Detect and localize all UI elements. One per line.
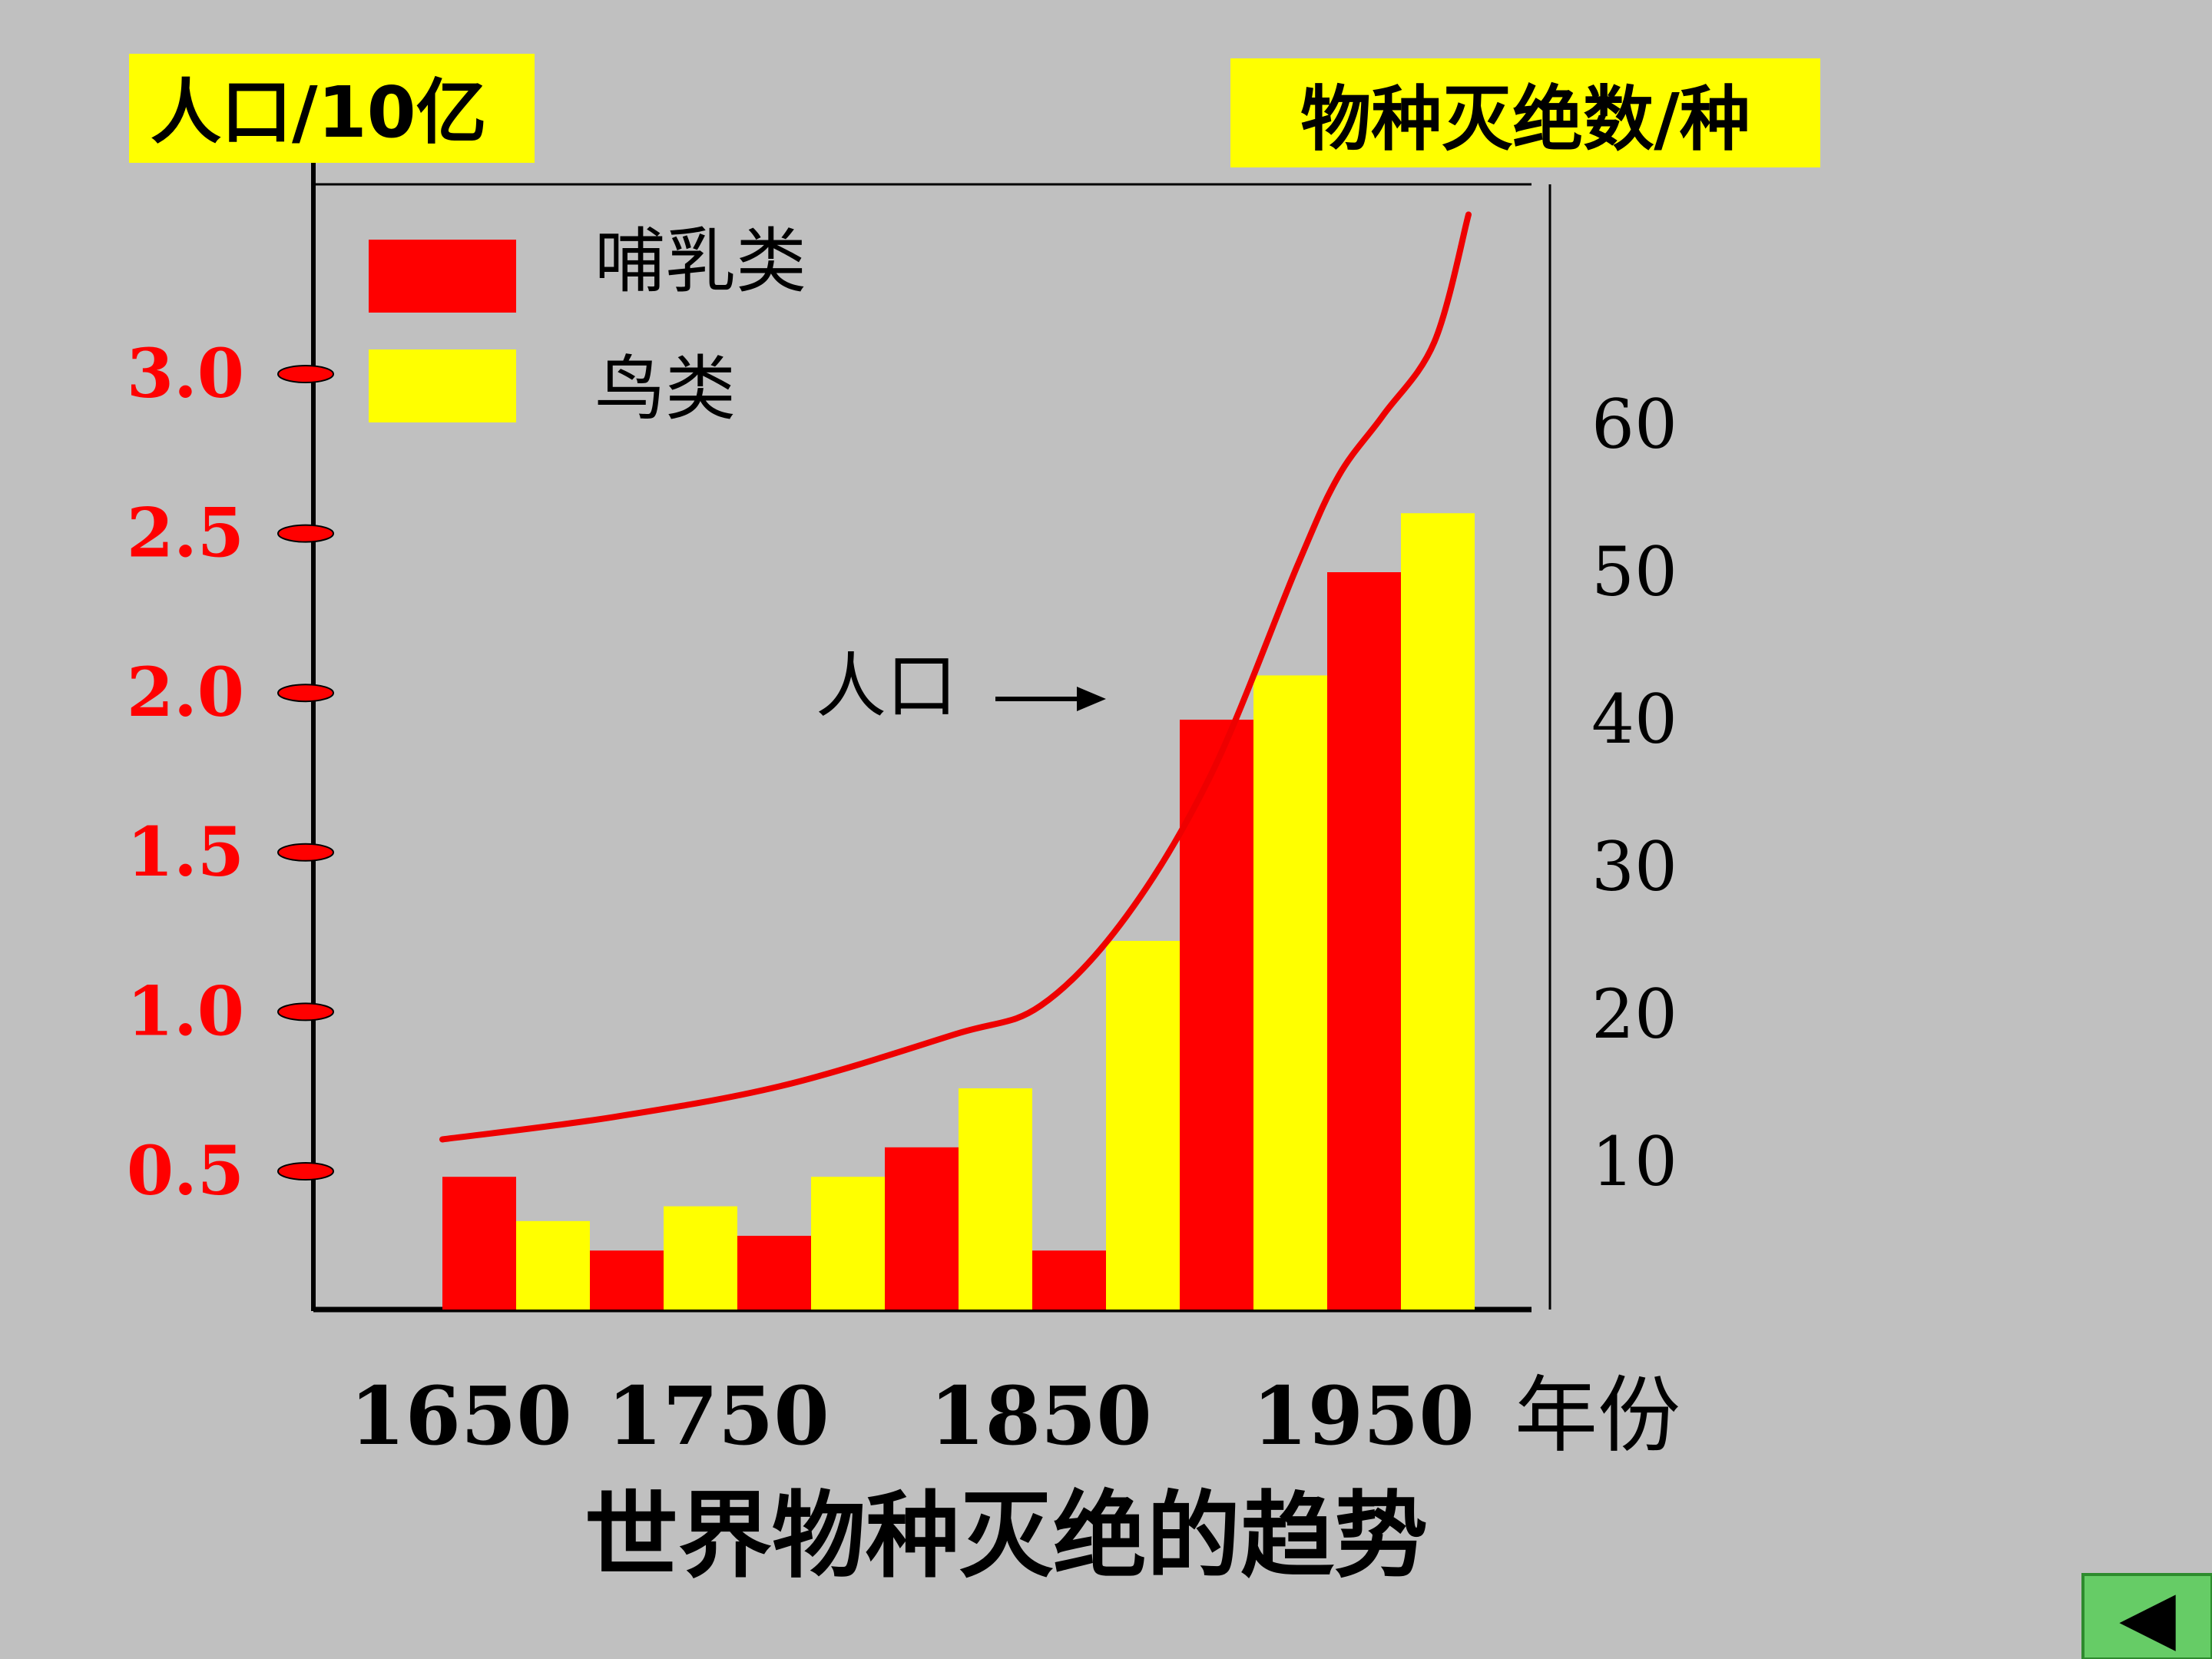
bars-group — [442, 513, 1475, 1310]
left-tick-mark-1.5 — [277, 843, 334, 862]
annotation-arrow-head — [1077, 687, 1106, 711]
left-tick-label-1.5: 1.5 — [127, 812, 244, 892]
x-tick-label-1950: 1950 — [1252, 1369, 1474, 1463]
back-button[interactable]: ◀ — [2081, 1573, 2212, 1659]
chart-title: 世界物种灭绝的趋势 — [584, 1482, 1428, 1591]
left-ticks-group: 0.5 1.0 1.5 2.0 2.5 3.0 — [127, 333, 334, 1210]
left-tick-label-2.5: 2.5 — [127, 493, 244, 573]
back-arrow-icon: ◀ — [2119, 1574, 2176, 1659]
right-tick-label-40: 40 — [1591, 680, 1677, 759]
bar-mammals-1800-1850 — [885, 1147, 959, 1310]
x-tick-label-1750: 1750 — [607, 1369, 829, 1463]
annotation-arrow — [995, 687, 1106, 711]
bar-mammals-1750-1800 — [737, 1236, 811, 1310]
x-tick-label-1650: 1650 — [349, 1369, 571, 1463]
x-ticks-group: 1650 1750 1850 1950 — [349, 1369, 1474, 1463]
bar-mammals-1950-2000 — [1327, 572, 1401, 1310]
left-tick-label-2.0: 2.0 — [127, 652, 244, 732]
x-axis-label: 年份 — [1515, 1368, 1681, 1464]
population-annotation: 人口 — [816, 645, 957, 727]
bar-birds-1750-1800 — [811, 1177, 885, 1310]
right-tick-label-50: 50 — [1591, 532, 1677, 611]
right-tick-label-10: 10 — [1591, 1122, 1677, 1201]
left-tick-label-1.0: 1.0 — [127, 971, 244, 1051]
bar-birds-1850-1900 — [1106, 941, 1180, 1310]
back-button-box[interactable] — [2081, 1573, 2212, 1659]
left-tick-mark-2.5 — [277, 524, 334, 543]
legend-label-birds: 鸟类 — [594, 348, 736, 430]
left-tick-label-3.0: 3.0 — [127, 333, 244, 413]
population-curve — [439, 211, 1472, 1143]
population-curve-group — [439, 211, 1472, 1143]
left-tick-mark-0.5 — [277, 1162, 334, 1181]
legend-swatch-birds — [369, 349, 516, 422]
left-tick-mark-1.0 — [277, 1002, 334, 1022]
left-axis-label: 人口/10亿 — [151, 71, 487, 154]
left-tick-mark-3.0 — [277, 365, 334, 383]
bar-birds-1950-2000 — [1401, 513, 1475, 1310]
right-tick-label-60: 60 — [1591, 385, 1677, 464]
left-tick-mark-2.0 — [277, 684, 334, 703]
bar-birds-1800-1850 — [959, 1088, 1032, 1310]
x-tick-label-1850: 1850 — [929, 1369, 1151, 1463]
left-axis-label-box — [129, 54, 535, 163]
bar-mammals-1650-1700 — [442, 1177, 516, 1310]
right-axis-label: 物种灭绝数/种 — [1300, 78, 1750, 161]
bar-birds-1900-1950 — [1253, 675, 1327, 1310]
right-tick-label-30: 30 — [1591, 827, 1677, 906]
left-tick-label-0.5: 0.5 — [127, 1131, 244, 1210]
bar-mammals-1850-1900 — [1032, 1250, 1106, 1310]
bar-mammals-1700-1750 — [590, 1250, 664, 1310]
right-axis-label-box — [1230, 58, 1820, 167]
legend-label-mammals: 哺乳类 — [594, 220, 806, 303]
right-tick-label-20: 20 — [1591, 975, 1677, 1054]
bar-birds-1650-1700 — [516, 1220, 590, 1310]
legend-swatch-mammals — [369, 240, 516, 313]
right-ticks-group: 10 20 30 40 50 60 — [1591, 385, 1677, 1201]
bar-birds-1700-1750 — [664, 1206, 737, 1310]
